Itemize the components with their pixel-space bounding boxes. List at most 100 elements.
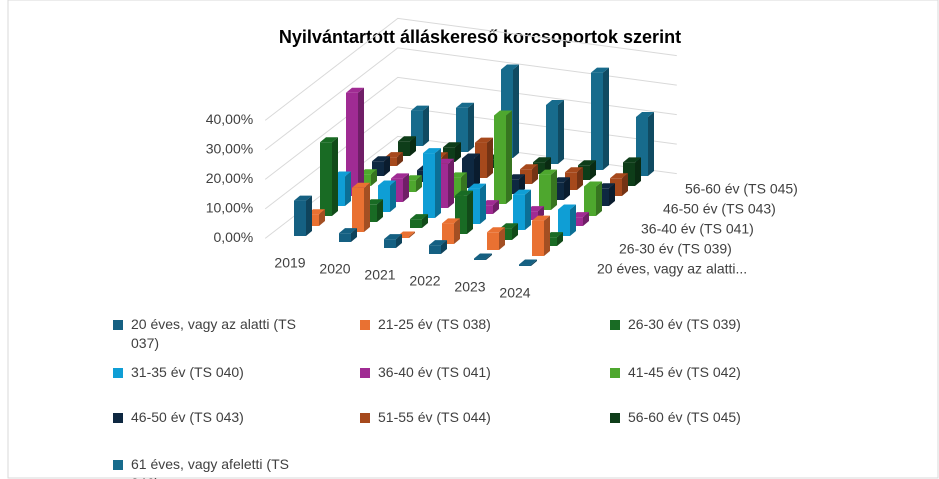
y-tick-label: 30,00% (206, 141, 253, 157)
x-tick-label: 2021 (364, 267, 395, 283)
bar-front (571, 217, 583, 226)
legend-label: 20 éves, vagy az alatti (TS 037) (131, 316, 296, 351)
bar (539, 169, 557, 210)
bar (475, 137, 493, 178)
bar-front (481, 205, 493, 214)
grid-line (264, 76, 677, 180)
bar-top (533, 157, 551, 163)
x-tick-label: 2024 (499, 285, 530, 301)
bar-top (384, 234, 402, 240)
bar-top (372, 156, 390, 162)
bar (442, 218, 460, 244)
bar-side (397, 152, 403, 166)
bar-top (475, 137, 493, 143)
bar-top (456, 102, 474, 108)
bar (584, 181, 602, 216)
bar-side (557, 232, 563, 246)
bar-front (539, 174, 551, 210)
bar-front (500, 228, 512, 240)
bar-top (294, 195, 312, 201)
bar-front (546, 105, 558, 164)
bar-side (384, 156, 390, 176)
bar-side (525, 189, 531, 230)
bar-front (404, 180, 416, 192)
bar-front (487, 232, 499, 250)
bar-side (519, 174, 525, 194)
bar-top (623, 157, 641, 163)
legend-swatch (610, 368, 620, 378)
bar-side (513, 64, 519, 158)
bar-side (583, 212, 589, 226)
bar-front (397, 236, 409, 238)
bar-front (410, 219, 422, 228)
bar (519, 259, 537, 266)
bar-front (456, 107, 468, 152)
legend-label: 31-35 év (TS 040) (131, 364, 244, 380)
chart-title: Nyilvántartott álláskereső korcsoportok … (279, 27, 681, 47)
bar-top (494, 110, 512, 116)
bar-top (442, 218, 460, 224)
bar-top (346, 87, 364, 93)
bar (385, 152, 403, 166)
bar (404, 175, 422, 192)
bar-front (494, 115, 506, 204)
grid-line-segment (264, 106, 677, 210)
bar-side (454, 218, 460, 244)
bar-side (564, 177, 570, 200)
legend-label: 51-55 év (TS 044) (378, 409, 491, 425)
bar-top (455, 190, 473, 196)
depth-tick-label: 36-40 év (TS 041) (641, 221, 754, 237)
bar-front (359, 174, 371, 186)
bar-top (501, 64, 519, 70)
bar (546, 100, 564, 164)
y-tick-label: 10,00% (206, 200, 253, 216)
bar-top (423, 148, 441, 154)
depth-tick-label: 56-60 év (TS 045) (685, 181, 798, 197)
bar-side (358, 87, 364, 196)
grid-line-segment (264, 76, 677, 180)
bar-side (416, 175, 422, 192)
bar-top (474, 253, 492, 259)
legend-swatch (610, 413, 620, 423)
bar-front (294, 200, 306, 236)
bar-side (396, 234, 402, 248)
bar-top (398, 136, 416, 142)
bar-side (435, 148, 441, 218)
bar (423, 148, 441, 218)
bar-top (610, 173, 628, 179)
bar-top (462, 153, 480, 159)
legend-label: 26-30 év (TS 039) (628, 316, 741, 332)
legend-item: 41-45 év (TS 042) (610, 363, 810, 382)
legend-item: 20 éves, vagy az alatti (TS 037) (113, 315, 313, 353)
grid-line (264, 106, 677, 210)
bar-side (474, 153, 480, 188)
legend-swatch (610, 320, 620, 330)
bar-side (345, 171, 351, 206)
bar-side (609, 183, 615, 206)
bar-side (506, 110, 512, 204)
bar-side (422, 214, 428, 228)
bar-side (480, 183, 486, 224)
bar-side (622, 173, 628, 196)
bar-top (429, 240, 447, 246)
legend-swatch (113, 413, 123, 423)
legend-item: 36-40 év (TS 041) (360, 363, 560, 382)
bar-front (545, 237, 557, 246)
bar-top (519, 259, 537, 265)
bar-side (332, 137, 338, 216)
bar-top (546, 100, 564, 105)
legend-item: 21-25 év (TS 038) (360, 315, 560, 334)
bar-side (371, 169, 377, 186)
bar-side (532, 164, 538, 184)
bar-side (486, 253, 492, 260)
bar-top (385, 152, 403, 158)
legend-label: 56-60 év (TS 045) (628, 409, 741, 425)
bar-front (307, 214, 319, 226)
bar-top (378, 180, 396, 186)
bar-front (591, 72, 603, 170)
bar-top (468, 183, 486, 189)
bar-side (570, 204, 576, 236)
x-tick-label: 2023 (454, 279, 485, 295)
bar-side (468, 102, 474, 152)
bar-top (584, 181, 602, 187)
